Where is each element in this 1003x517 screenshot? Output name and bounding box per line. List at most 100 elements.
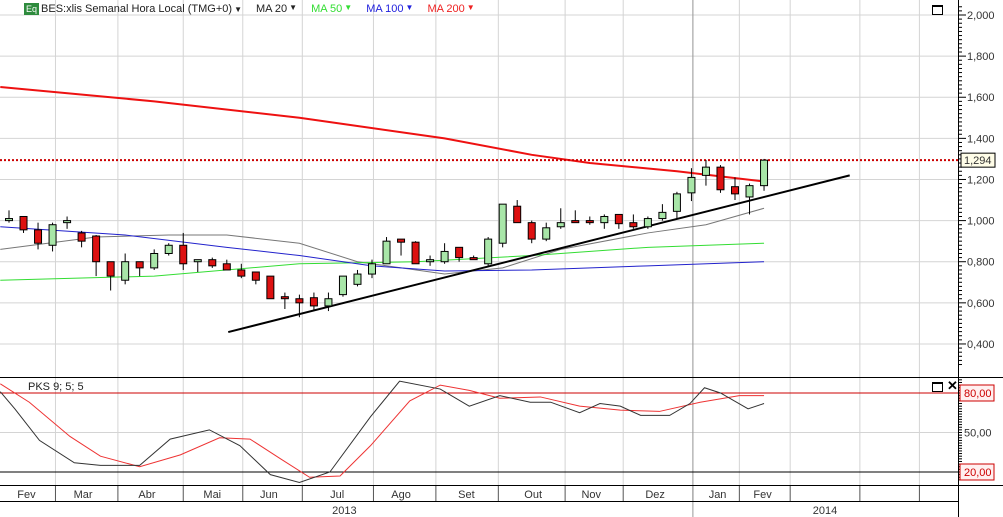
candle <box>164 243 173 256</box>
candle <box>48 222 57 252</box>
candle <box>745 183 754 215</box>
month-label: Out <box>524 489 542 501</box>
chevron-down-icon[interactable]: ▼ <box>405 3 414 12</box>
candle <box>600 214 609 229</box>
year-label: 2013 <box>332 505 356 517</box>
candle <box>701 159 710 186</box>
candle-body <box>266 275 275 300</box>
candle <box>77 230 86 248</box>
ma-label[interactable]: MA 200 <box>427 3 465 15</box>
candle-body <box>643 218 652 228</box>
month-label: Nov <box>581 489 601 501</box>
chevron-down-icon[interactable]: ▼ <box>289 3 298 12</box>
candle <box>658 204 667 221</box>
candle-body <box>687 176 696 194</box>
y-tick-label: 1,000 <box>967 216 995 228</box>
candle <box>498 203 507 248</box>
y-tick-label: 2,000 <box>967 10 995 22</box>
candle <box>135 261 144 277</box>
candle-body <box>498 203 507 244</box>
candle <box>19 215 28 233</box>
candle <box>484 237 493 266</box>
candle <box>338 275 347 297</box>
candle <box>513 200 522 224</box>
candle-body <box>280 296 289 300</box>
chart-header: Eq BES:xlis Semanal Hora Local (TMG+0) ▼… <box>24 3 489 15</box>
candle-body <box>542 227 551 240</box>
candle-body <box>629 222 638 228</box>
month-label: Jan <box>709 489 727 501</box>
chevron-down-icon[interactable]: ▼ <box>234 4 242 14</box>
candle <box>5 210 13 223</box>
candle-body <box>368 263 376 275</box>
ma-label[interactable]: MA 20 <box>255 3 288 15</box>
candle <box>353 269 362 287</box>
ma-label[interactable]: MA 50 <box>311 3 343 15</box>
candle-body <box>484 238 493 265</box>
candle-body <box>63 220 72 224</box>
candle-body <box>77 232 86 242</box>
y-tick-label: 1,600 <box>967 92 995 104</box>
candle-body <box>208 259 217 267</box>
candle-body <box>5 218 13 222</box>
candle-body <box>760 159 769 187</box>
candle <box>222 259 231 271</box>
candle <box>208 257 217 268</box>
month-label: Dez <box>645 489 665 501</box>
candle-body <box>397 238 406 243</box>
month-label: Ago <box>391 489 411 501</box>
y-tick-label: 0,800 <box>967 257 995 269</box>
chevron-down-icon[interactable]: ▼ <box>466 3 475 12</box>
month-label: Jul <box>330 489 344 501</box>
candle-body <box>527 222 536 240</box>
month-label: Fev <box>753 489 772 501</box>
level-tag <box>959 463 995 481</box>
chevron-down-icon[interactable]: ▼ <box>344 3 353 12</box>
candle-body <box>513 205 522 224</box>
candle-body <box>19 215 28 231</box>
trendline-line <box>228 174 850 334</box>
candle <box>368 259 376 279</box>
y-tick-label: 0,400 <box>967 339 995 351</box>
candle <box>193 259 202 272</box>
maximize-icon[interactable] <box>932 5 943 15</box>
candle-body <box>571 220 580 224</box>
equity-badge: Eq <box>24 3 40 15</box>
close-indicator-icon[interactable]: ✕ <box>947 378 958 393</box>
indicator-tick-label: 20,00 <box>964 467 992 479</box>
candle <box>266 275 275 300</box>
pks-k-line <box>0 380 765 484</box>
maximize-indicator-icon[interactable] <box>932 382 943 392</box>
candle-body <box>469 257 478 261</box>
candle <box>280 292 289 310</box>
candle <box>585 216 594 225</box>
candle-body <box>382 240 391 265</box>
candle-body <box>716 166 725 191</box>
candle <box>643 216 652 229</box>
indicator-label[interactable]: PKS 9; 5; 5 <box>28 381 84 393</box>
candle-body <box>411 241 420 265</box>
candle <box>92 234 101 277</box>
month-label: Fev <box>17 489 36 501</box>
y-tick-label: 1,400 <box>967 133 995 145</box>
candle <box>63 216 72 229</box>
candle <box>150 249 159 270</box>
candle <box>469 255 478 261</box>
candle <box>440 243 449 264</box>
candle-body <box>455 246 464 259</box>
instrument-selector[interactable]: BES:xlis Semanal Hora Local (TMG+0) <box>41 3 233 15</box>
candle <box>397 238 406 256</box>
candle <box>542 222 551 242</box>
candle-body <box>237 269 246 277</box>
y-tick-label: 1,200 <box>967 174 995 186</box>
candle <box>760 158 769 191</box>
candle-body <box>701 166 710 176</box>
candle-body <box>164 244 173 254</box>
candle <box>34 222 43 250</box>
candle-body <box>48 224 57 246</box>
ma-label[interactable]: MA 100 <box>366 3 404 15</box>
last-price-label: 1,294 <box>964 155 992 167</box>
y-tick-label: 0,600 <box>967 298 995 310</box>
indicator-tick-label: 50,00 <box>964 428 992 440</box>
